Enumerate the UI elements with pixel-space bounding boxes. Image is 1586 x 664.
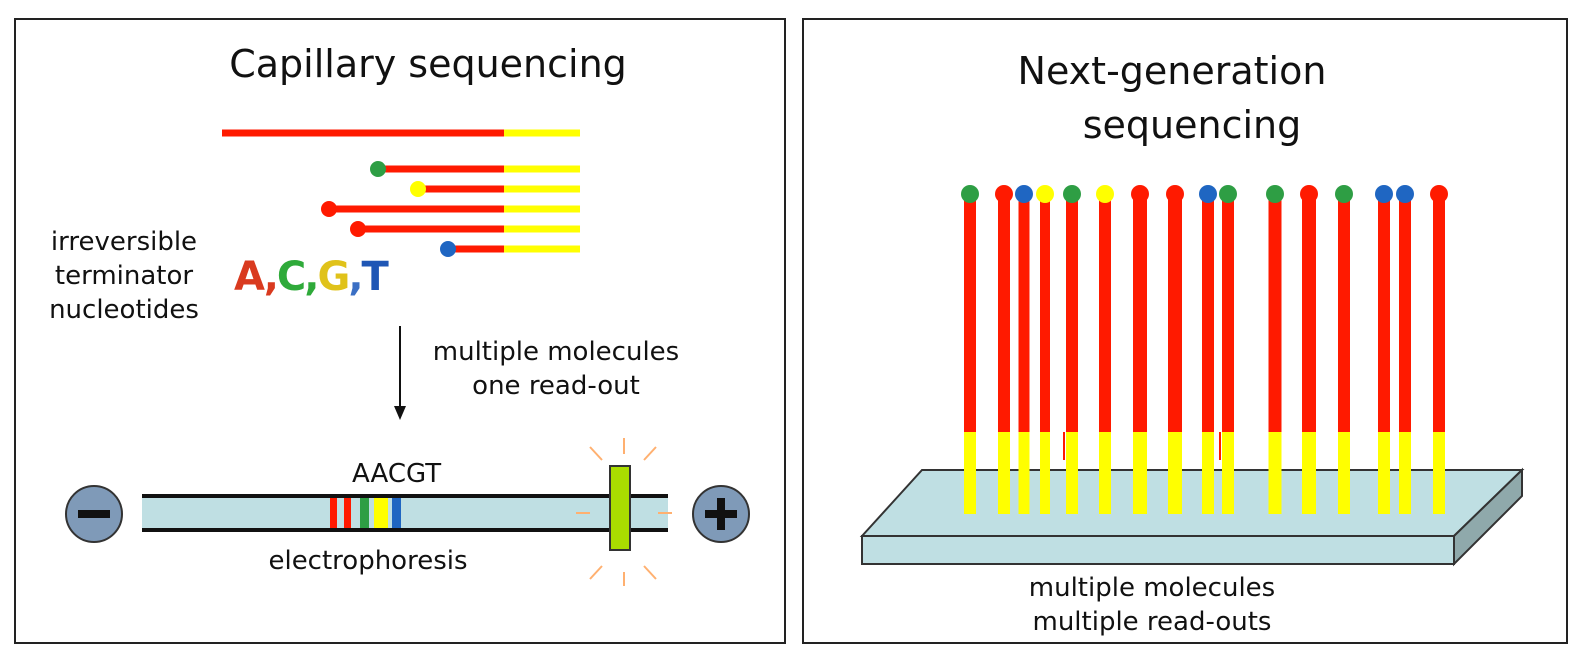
- capillary-sequencing-panel: Capillary sequencing irreversible termin…: [14, 18, 786, 644]
- nucleotide-letters: A,C,G,T: [234, 254, 390, 300]
- cluster: [1015, 185, 1033, 514]
- fluorescent-tag: [995, 185, 1013, 203]
- cluster: [1036, 185, 1054, 514]
- nucleotide-t: T: [362, 254, 390, 300]
- fluorescent-tag: [1166, 185, 1184, 203]
- negative-electrode: [65, 485, 123, 543]
- terminator-label-line-1: irreversible: [51, 227, 197, 257]
- terminator-label-line-2: terminator: [55, 261, 193, 291]
- cluster: [961, 185, 979, 514]
- fluorescent-tag: [1300, 185, 1318, 203]
- fluorescent-tag: [1396, 185, 1414, 203]
- fluorescent-tag: [1015, 185, 1033, 203]
- fragment: [321, 201, 580, 217]
- fluorescent-tag: [1063, 185, 1081, 203]
- nucleotide-g: G: [317, 254, 348, 300]
- nucleotide-comma: ,: [348, 254, 361, 300]
- cluster: [1096, 185, 1114, 514]
- nucleotide-a: A: [234, 254, 265, 300]
- readout-label-line-1: multiple molecules: [433, 337, 679, 367]
- terminator-dot: [321, 201, 337, 217]
- fluorescent-tag: [1335, 185, 1353, 203]
- terminated-fragments: [321, 161, 580, 257]
- cluster: [1131, 185, 1149, 514]
- ngs-readout-label-line-2: multiple read-outs: [1033, 607, 1272, 637]
- sequencing-clusters: [961, 185, 1448, 514]
- fluorescent-tag: [1219, 185, 1237, 203]
- nucleotide-comma: ,: [264, 254, 277, 300]
- cluster: [1063, 185, 1081, 514]
- nucleotide-c: C: [277, 254, 304, 300]
- terminator-dot: [440, 241, 456, 257]
- cluster: [1396, 185, 1414, 514]
- terminator-label-line-3: nucleotides: [49, 295, 199, 325]
- terminator-dot: [350, 221, 366, 237]
- fluorescent-tag: [1036, 185, 1054, 203]
- cluster: [1166, 185, 1184, 514]
- dna-bands: [330, 498, 401, 528]
- fluorescent-tag: [1199, 185, 1217, 203]
- flow-cell-slide: [859, 467, 1525, 567]
- capillary-title: Capillary sequencing: [229, 42, 627, 86]
- cluster: [1266, 185, 1284, 514]
- cluster: [1219, 185, 1237, 514]
- fluorescent-tag: [961, 185, 979, 203]
- positive-electrode: [692, 485, 750, 543]
- nucleotide-comma: ,: [304, 254, 317, 300]
- cluster: [1300, 185, 1318, 514]
- ngs-title-line-1: Next-generation: [1018, 49, 1327, 93]
- ngs-title-line-2: sequencing: [1083, 103, 1302, 147]
- next-generation-sequencing-panel: Next-generation sequencing multiple mole…: [802, 18, 1568, 644]
- fluorescent-tag: [1131, 185, 1149, 203]
- cluster: [1199, 185, 1217, 514]
- terminator-dot: [410, 181, 426, 197]
- detected-band: [576, 438, 672, 586]
- terminator-dot: [370, 161, 386, 177]
- readout-label-line-2: one read-out: [472, 371, 640, 401]
- ngs-readout-label-line-1: multiple molecules: [1029, 573, 1275, 603]
- cluster: [1430, 185, 1448, 514]
- capillary-diagram: Capillary sequencing irreversible termin…: [49, 42, 750, 586]
- sequence-label: AACGT: [352, 459, 441, 489]
- fragment: [350, 221, 580, 237]
- fragment: [440, 241, 580, 257]
- cluster: [1375, 185, 1393, 514]
- electrophoresis-label: electrophoresis: [268, 546, 467, 576]
- fragment: [410, 181, 580, 197]
- fluorescent-tag: [1266, 185, 1284, 203]
- cluster: [995, 185, 1013, 514]
- fluorescent-tag: [1430, 185, 1448, 203]
- ngs-diagram: Next-generation sequencing multiple mole…: [859, 49, 1525, 637]
- fluorescent-tag: [1375, 185, 1393, 203]
- fragment: [370, 161, 580, 177]
- cluster: [1335, 185, 1353, 514]
- fluorescent-tag: [1096, 185, 1114, 203]
- down-arrow: [394, 326, 406, 420]
